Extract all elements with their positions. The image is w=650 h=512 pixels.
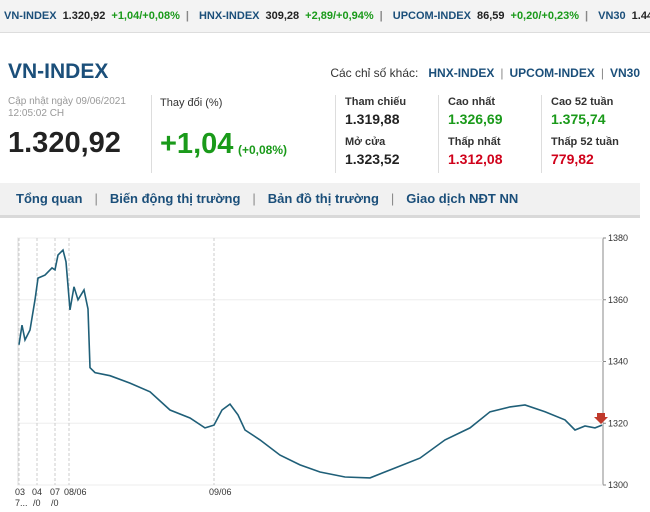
other-indices: Các chỉ số khác: HNX-INDEX | UPCOM-INDEX | VN… (330, 66, 640, 80)
stat-value: 1.326,69 (448, 111, 503, 127)
other-index-link[interactable]: HNX-INDEX (428, 66, 495, 80)
price-line (18, 248, 603, 479)
x-tick-label: 03 (15, 487, 25, 497)
separator: | (585, 10, 589, 22)
update-date: Cập nhật ngày 09/06/2021 (8, 96, 126, 107)
ticker-value: 1.44 (631, 10, 650, 22)
price: 1.320,92 (8, 127, 121, 159)
ticker-change: +0,20/+0,23% (510, 10, 580, 22)
tab[interactable]: Giao dịch NĐT NN (406, 191, 519, 206)
stat-label: Mở cửa (345, 136, 386, 148)
divider (335, 95, 336, 173)
separator: | (379, 10, 383, 22)
ticker-name[interactable]: VN-INDEX (4, 10, 57, 22)
separator: | (252, 191, 256, 206)
change-label: Thay đổi (%) (160, 97, 223, 109)
tab[interactable]: Tổng quan (16, 191, 83, 206)
y-tick-label: 1380 (608, 233, 628, 243)
stat-label: Tham chiếu (345, 96, 407, 108)
separator: | (500, 66, 504, 80)
y-tick-label: 1320 (608, 418, 628, 428)
x-tick-label: 04 (32, 487, 42, 497)
others-label: Các chỉ số khác: (330, 66, 419, 80)
ticker-value: 309,28 (265, 10, 300, 22)
divider (151, 95, 152, 173)
x-tick-label: 08/06 (64, 487, 87, 497)
ticker-change: +2,89/+0,94% (305, 10, 374, 22)
stat-label: Thấp nhất (448, 136, 501, 148)
stat-label: Thấp 52 tuần (551, 136, 619, 148)
change-pct: (+0,08%) (238, 143, 288, 157)
stat-value: 779,82 (551, 151, 594, 167)
stat-value: 1.375,74 (551, 111, 606, 127)
stat-label: Cao nhất (448, 96, 496, 108)
index-title: VN-INDEX (8, 60, 109, 83)
ticker-change: +1,04/+0,08% (111, 10, 180, 22)
separator: | (94, 191, 98, 206)
x-tick-label: 7... (15, 498, 28, 508)
stat-label: Cao 52 tuần (551, 96, 614, 108)
update-info: Cập nhật ngày 09/06/2021 12:05:02 CH (8, 96, 126, 120)
y-tick-label: 1360 (608, 295, 628, 305)
other-index-link[interactable]: VN30 (609, 66, 640, 80)
ticker-bar: VN-INDEX 1.320,92 +1,04/+0,08% | HNX-INDEX 30… (0, 0, 650, 33)
tab[interactable]: Bản đồ thị trường (267, 191, 379, 206)
ticker-value: 86,59 (476, 10, 505, 22)
x-tick-label: 09/06 (209, 487, 232, 497)
divider (541, 95, 542, 173)
other-index-link[interactable]: UPCOM-INDEX (509, 66, 595, 80)
divider (438, 95, 439, 173)
separator: | (600, 66, 604, 80)
stat-value: 1.323,52 (345, 151, 400, 167)
x-tick-label: 07 (50, 487, 60, 497)
ticker-name[interactable]: HNX-INDEX (198, 10, 260, 22)
current-marker (594, 413, 608, 424)
ticker-value: 1.320,92 (62, 10, 106, 22)
x-tick-label: /0 (51, 498, 59, 508)
update-time: 12:05:02 CH (8, 108, 65, 119)
x-tick-label: /0 (33, 498, 41, 508)
tab[interactable]: Biến động thị trường (109, 191, 241, 206)
stat-value: 1.319,88 (345, 111, 400, 127)
ticker-name[interactable]: UPCOM-INDEX (392, 10, 471, 22)
y-tick-label: 1340 (608, 357, 628, 367)
tab-bar: Tổng quan | Biến động thị trường | Bản đồ th… (0, 183, 640, 218)
y-tick-label: 1300 (608, 480, 628, 490)
change: +1,04 (160, 128, 234, 160)
ticker-name[interactable]: VN30 (598, 10, 626, 22)
separator: | (390, 191, 395, 206)
separator: | (185, 10, 189, 22)
stat-value: 1.312,08 (448, 151, 503, 167)
